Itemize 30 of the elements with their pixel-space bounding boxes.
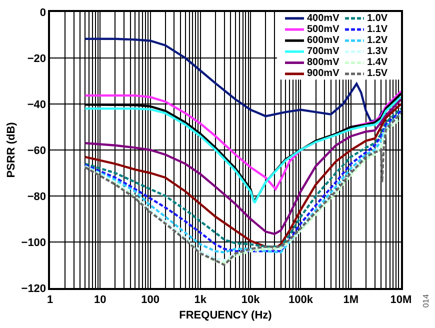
legend-label: 400mV	[307, 13, 340, 24]
x-tick-label: 1k	[194, 294, 208, 306]
legend-label: 900mV	[307, 68, 340, 79]
text: 014	[421, 294, 430, 308]
legend-label: 1.2V	[367, 35, 388, 46]
legend-label: 600mV	[307, 35, 340, 46]
y-tick-label: −100	[21, 236, 46, 249]
x-tick-label: 100	[141, 294, 160, 306]
legend-label: 1.3V	[367, 46, 388, 57]
y-axis-title: PSRR (dB)	[5, 122, 18, 178]
y-tick-label: 0	[40, 6, 46, 19]
x-tick-label: 100k	[288, 294, 314, 306]
legend-label: 1.0V	[367, 13, 388, 24]
x-tick-label: 10k	[241, 294, 261, 306]
legend-label: 1.5V	[367, 68, 388, 79]
y-tick-label: −120	[21, 282, 46, 295]
legend-label: 700mV	[307, 46, 340, 57]
legend-label: 800mV	[307, 57, 340, 68]
x-tick-label: 1	[46, 294, 54, 306]
legend-label: 500mV	[307, 24, 340, 35]
y-tick-label: −60	[27, 144, 46, 157]
x-tick-label: 10M	[390, 294, 412, 306]
y-tick-label: −40	[27, 98, 46, 111]
y-tick-label: −80	[27, 190, 46, 203]
x-tick-label: 10	[94, 294, 106, 306]
x-axis-title: FREQUENCY (Hz)	[179, 310, 272, 322]
y-tick-label: −20	[27, 52, 46, 65]
legend-label: 1.4V	[367, 57, 388, 68]
x-tick-label: 1M	[343, 294, 358, 306]
legend-label: 1.1V	[367, 24, 388, 35]
